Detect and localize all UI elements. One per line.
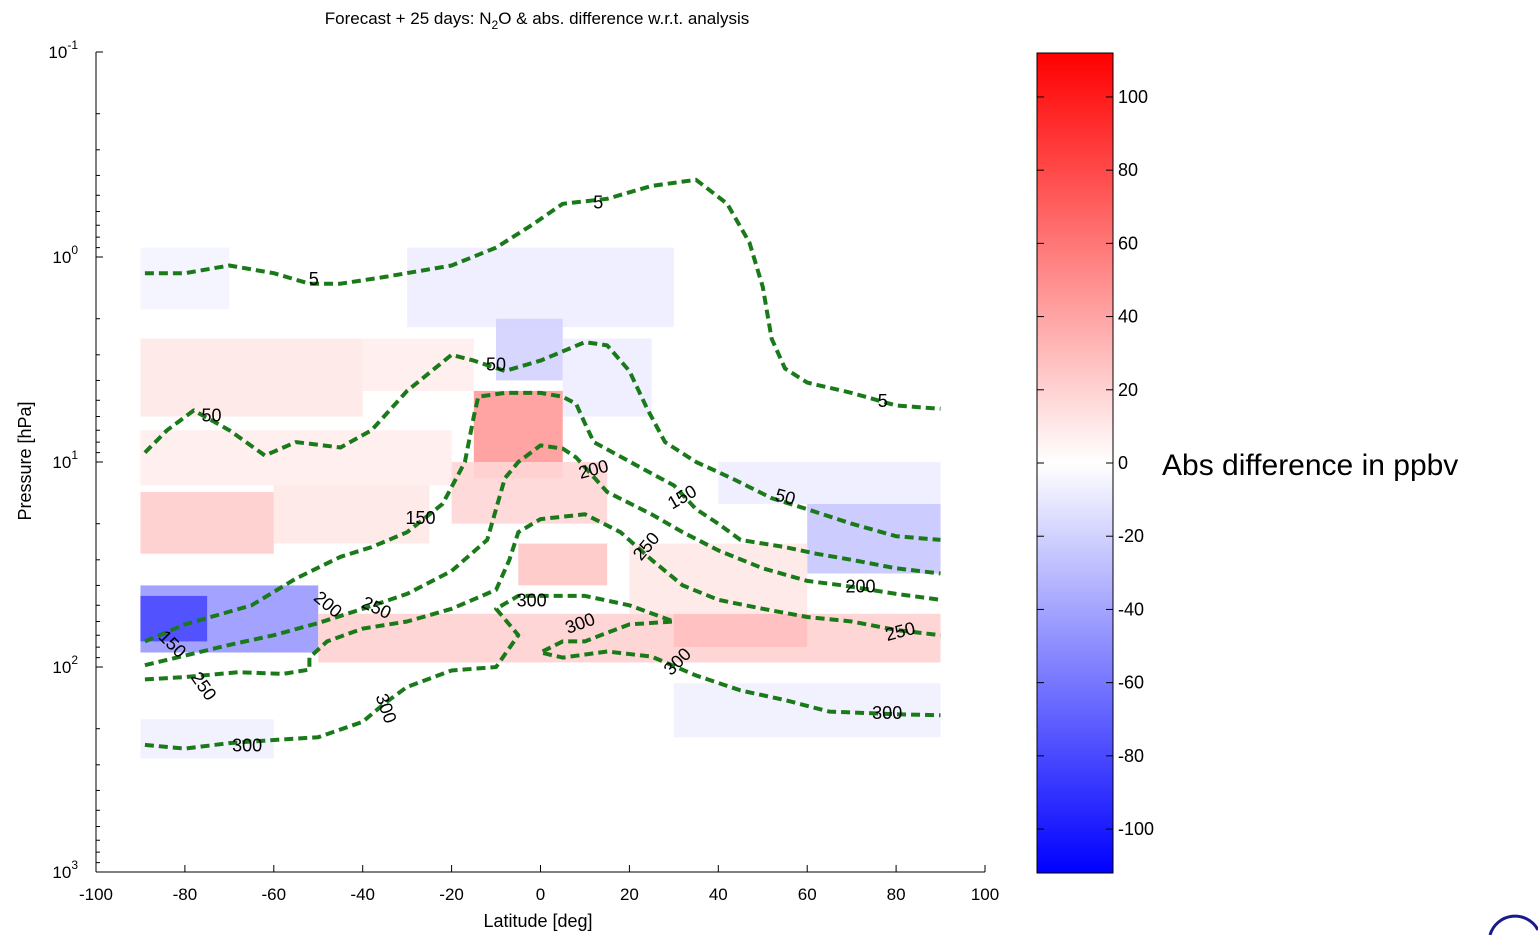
heatmap-cell-18 <box>629 543 808 614</box>
y-tick-label-0.1: 10-1 <box>48 38 78 62</box>
contour-label-150-1: 150 <box>405 508 435 528</box>
y-tick-label-100: 102 <box>52 653 78 677</box>
contour-layer <box>143 177 941 751</box>
heatmap-cell-15 <box>673 613 808 648</box>
colorbar-tick-label--100: -100 <box>1118 819 1154 839</box>
heatmap-cell-19 <box>673 683 941 738</box>
contour-label-50-2: 50 <box>773 485 798 510</box>
logo-arc <box>1488 914 1538 935</box>
logo <box>1488 914 1538 935</box>
colorbar-tick-label-0: 0 <box>1118 453 1128 473</box>
contour-label-5-0: 5 <box>309 269 319 289</box>
colorbar-title: Abs difference in ppbv <box>1162 449 1458 482</box>
x-tick-label--80: -80 <box>173 885 198 904</box>
colorbar-tick-label-60: 60 <box>1118 233 1138 253</box>
heatmap-cell-5 <box>562 338 652 417</box>
x-tick-label--100: -100 <box>79 885 113 904</box>
contour-label-50-0: 50 <box>202 405 222 425</box>
contour-label-300-5: 300 <box>872 703 902 723</box>
x-tick-label--60: -60 <box>262 885 287 904</box>
y-tick-label-1000: 103 <box>52 858 78 882</box>
heatmap-cell-6 <box>140 338 363 417</box>
colorbar-tick-label--60: -60 <box>1118 673 1144 693</box>
y-tick-label-10: 101 <box>52 448 78 472</box>
chart-title-main: Forecast + 25 days: N <box>325 9 492 28</box>
heatmap-cell-13 <box>518 543 608 586</box>
x-tick-label--40: -40 <box>350 885 375 904</box>
contour-line-200 <box>144 443 941 668</box>
colorbar-tick-label-80: 80 <box>1118 160 1138 180</box>
y-axis-title: Pressure [hPa] <box>15 401 35 520</box>
x-tick-label--20: -20 <box>439 885 464 904</box>
colorbar-ticks: 100 80 60 40 20 0 -20 -40 -60 -80 -100 <box>1037 87 1154 839</box>
heatmap-layer <box>140 247 941 759</box>
chart-title-subscript: 2 <box>492 18 499 32</box>
contour-label-50-1: 50 <box>486 355 506 375</box>
colorbar <box>1036 52 1114 874</box>
contour-line-50 <box>143 340 941 542</box>
heatmap-cell-20 <box>140 719 274 759</box>
colorbar-tick-label-20: 20 <box>1118 380 1138 400</box>
colorbar-tick-label-100: 100 <box>1118 87 1148 107</box>
x-tick-label-0: 0 <box>536 885 545 904</box>
colorbar-tick-label--20: -20 <box>1118 526 1144 546</box>
y-tick-exponent: 3 <box>71 858 78 872</box>
y-tick-exponent: 0 <box>71 243 78 257</box>
y-tick-exponent: 2 <box>71 653 78 667</box>
heatmap-cell-4 <box>496 318 563 381</box>
contour-label-5-1: 5 <box>593 193 603 213</box>
y-tick-exponent: 1 <box>71 448 78 462</box>
colorbar-tick-label-40: 40 <box>1118 307 1138 327</box>
x-tick-label-80: 80 <box>887 885 906 904</box>
x-ticks: -100 -80 -60 -40 -20 0 20 40 60 80 100 <box>79 865 999 904</box>
contour-label-200-2: 200 <box>846 576 876 596</box>
contour-label-150-2: 150 <box>664 481 700 513</box>
contour-line-5 <box>144 177 941 411</box>
x-tick-label-100: 100 <box>971 885 999 904</box>
chart-title-rest: O & abs. difference w.r.t. analysis <box>498 9 749 28</box>
contour-label-300-0: 300 <box>232 736 262 756</box>
x-tick-label-40: 40 <box>709 885 728 904</box>
x-axis-title: Latitude [deg] <box>483 911 592 931</box>
y-tick-exponent: -1 <box>67 38 78 52</box>
contour-label-5-2: 5 <box>878 391 888 411</box>
contour-label-300-1: 300 <box>372 691 401 726</box>
colorbar-tick-label--40: -40 <box>1118 599 1144 619</box>
colorbar-tick-label--80: -80 <box>1118 746 1144 766</box>
contour-label-300-2: 300 <box>517 590 547 610</box>
heatmap-cell-17 <box>718 462 941 504</box>
chart-title: Forecast + 25 days: N2O & abs. differenc… <box>325 9 750 32</box>
x-tick-label-60: 60 <box>798 885 817 904</box>
colorbar-gradient <box>1036 52 1114 874</box>
heatmap-cell-3 <box>407 247 674 328</box>
x-tick-label-20: 20 <box>620 885 639 904</box>
heatmap-cell-1 <box>140 595 208 642</box>
y-tick-label-1: 100 <box>52 243 78 267</box>
contour-line-250 <box>144 512 941 682</box>
contour-line-300 <box>144 593 941 751</box>
heatmap-cell-8 <box>140 430 452 486</box>
contour-line-150 <box>144 390 941 644</box>
heatmap-cell-2 <box>140 247 230 310</box>
heatmap-cell-9 <box>140 491 274 554</box>
